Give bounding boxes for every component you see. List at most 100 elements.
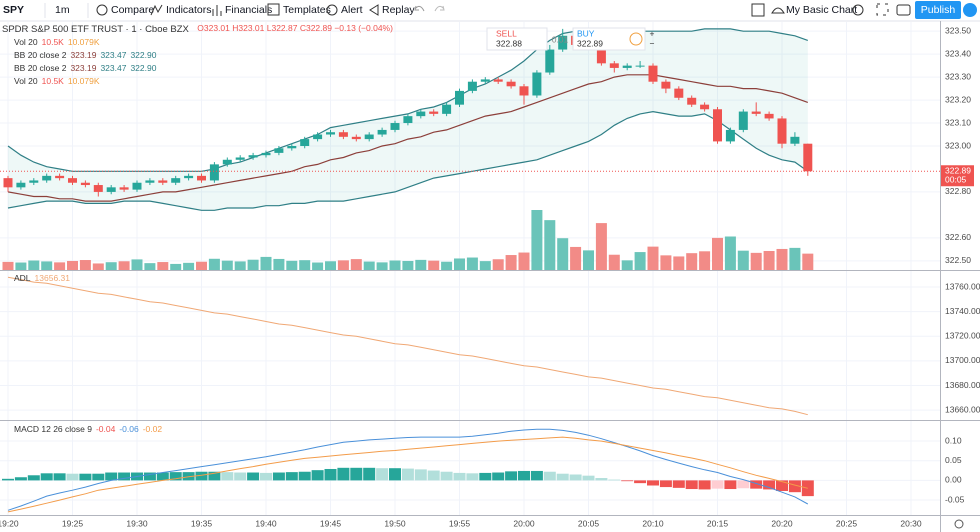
y-tick-label: 323.10	[945, 117, 971, 127]
candle-body	[713, 109, 722, 142]
axis-settings[interactable]	[954, 519, 964, 529]
expand-icon[interactable]: +	[650, 28, 655, 38]
histogram-bar	[634, 480, 647, 484]
candle-body	[803, 143, 813, 172]
countdown-label: 00:05	[945, 175, 967, 185]
histogram-bar	[195, 471, 208, 481]
play-button[interactable]	[963, 3, 977, 17]
volume-bar	[183, 262, 195, 270]
histogram-bar	[685, 480, 698, 490]
compare-button[interactable]: Compare	[96, 4, 154, 16]
histogram-bar	[543, 471, 556, 481]
replay-button[interactable]: Replay	[369, 4, 415, 16]
histogram-bar	[647, 480, 659, 486]
histogram-bar	[285, 472, 298, 481]
histogram-bar	[608, 479, 621, 481]
financials-button[interactable]: Financials	[212, 4, 272, 16]
replay-icon	[369, 4, 379, 16]
histogram-bar	[169, 472, 182, 481]
fullscreen-button[interactable]	[876, 3, 889, 16]
volume-bar	[415, 259, 427, 270]
buy-button[interactable]	[572, 27, 646, 51]
x-tick-label: 19:50	[384, 518, 406, 528]
volume-bar	[454, 258, 465, 270]
candle-body	[674, 88, 684, 98]
histogram-bar	[79, 473, 92, 481]
publish-button[interactable]	[915, 1, 961, 19]
templates-label: Templates	[283, 4, 331, 16]
y-tick-label: 323.30	[945, 71, 971, 81]
toolbar	[0, 0, 980, 21]
y-tick-label: 323.50	[945, 25, 971, 35]
x-tick-label: 20:05	[578, 518, 600, 528]
sell-button[interactable]	[486, 27, 548, 51]
indicators-button[interactable]: Indicators	[150, 4, 212, 16]
layout-icon[interactable]	[751, 3, 765, 17]
volume-bar	[737, 250, 749, 270]
candle-body	[480, 79, 490, 82]
histogram-bar	[221, 472, 234, 481]
y-tick-label: 323.20	[945, 94, 971, 104]
sell-label: SELL	[496, 28, 517, 38]
snapshot-button[interactable]	[896, 4, 911, 16]
templates-button[interactable]: Templates	[267, 3, 331, 16]
histogram-bar	[440, 471, 453, 481]
symbol[interactable]: SPY	[3, 4, 24, 16]
histogram-bar	[711, 480, 724, 489]
candle-body	[29, 180, 39, 183]
indicator-legend: BB 20 close 2 323.19 323.47 322.90	[14, 50, 157, 60]
volume-bar	[118, 261, 130, 270]
x-tick-label: 20:00	[513, 518, 535, 528]
volume-bar	[131, 259, 143, 270]
settings-button[interactable]	[852, 4, 864, 16]
x-tick-label: 19:20	[0, 518, 19, 528]
volume-bar	[105, 262, 117, 270]
candle-body	[545, 49, 555, 73]
volume-bar	[712, 237, 723, 270]
indicator-value: 10.079K	[68, 37, 100, 47]
collapse-icon[interactable]: −	[650, 38, 655, 48]
y-tick-label: 13760.00	[945, 281, 980, 291]
redo-button[interactable]	[434, 5, 445, 12]
histogram-bar	[156, 472, 169, 481]
indicator-name: MACD 12 26 close 9	[14, 424, 92, 434]
volume-bar	[544, 220, 556, 270]
histogram-bar	[763, 480, 776, 490]
grid	[0, 22, 940, 515]
volume-bar	[479, 261, 491, 270]
candle-body	[42, 175, 52, 181]
adl-line	[7, 276, 808, 416]
x-tick-label: 20:10	[642, 518, 664, 528]
candle-body	[751, 111, 761, 114]
cloud-icon	[771, 7, 785, 14]
undo-button[interactable]	[414, 5, 425, 12]
volume-bar	[337, 260, 349, 270]
histogram-bar	[118, 472, 131, 481]
order-icon[interactable]	[629, 32, 643, 46]
x-tick-label: 20:25	[836, 518, 858, 528]
alert-button[interactable]: Alert	[326, 4, 363, 16]
indicator-value: 10.079K	[68, 76, 100, 86]
x-tick-label: 20:20	[771, 518, 793, 528]
indicator-legend: BB 20 close 2 323.19 323.47 322.90	[14, 63, 157, 73]
histogram-bar	[92, 473, 105, 481]
histogram-bar	[260, 472, 272, 481]
volume-bar	[673, 256, 685, 270]
histogram-bar	[776, 480, 788, 492]
histogram-bar	[621, 480, 634, 482]
buy-label: BUY	[577, 28, 595, 38]
layout-name[interactable]: My Basic Chart	[786, 4, 857, 16]
y-tick-label: 13700.00	[945, 355, 980, 365]
indicator-name: ADL	[14, 273, 31, 283]
indicator-value: 13656.31	[35, 273, 71, 283]
indicator-value: 10.5K	[42, 76, 65, 86]
x-tick-label: 19:55	[449, 518, 471, 528]
interval[interactable]: 1m	[55, 4, 70, 16]
histogram-bar	[247, 472, 260, 481]
indicator-value: 322.90	[130, 50, 156, 60]
sell-price: 322.88	[496, 38, 522, 48]
indicator-value: 10.5K	[42, 37, 65, 47]
histogram-bar	[298, 471, 311, 481]
macd-line	[7, 428, 809, 511]
